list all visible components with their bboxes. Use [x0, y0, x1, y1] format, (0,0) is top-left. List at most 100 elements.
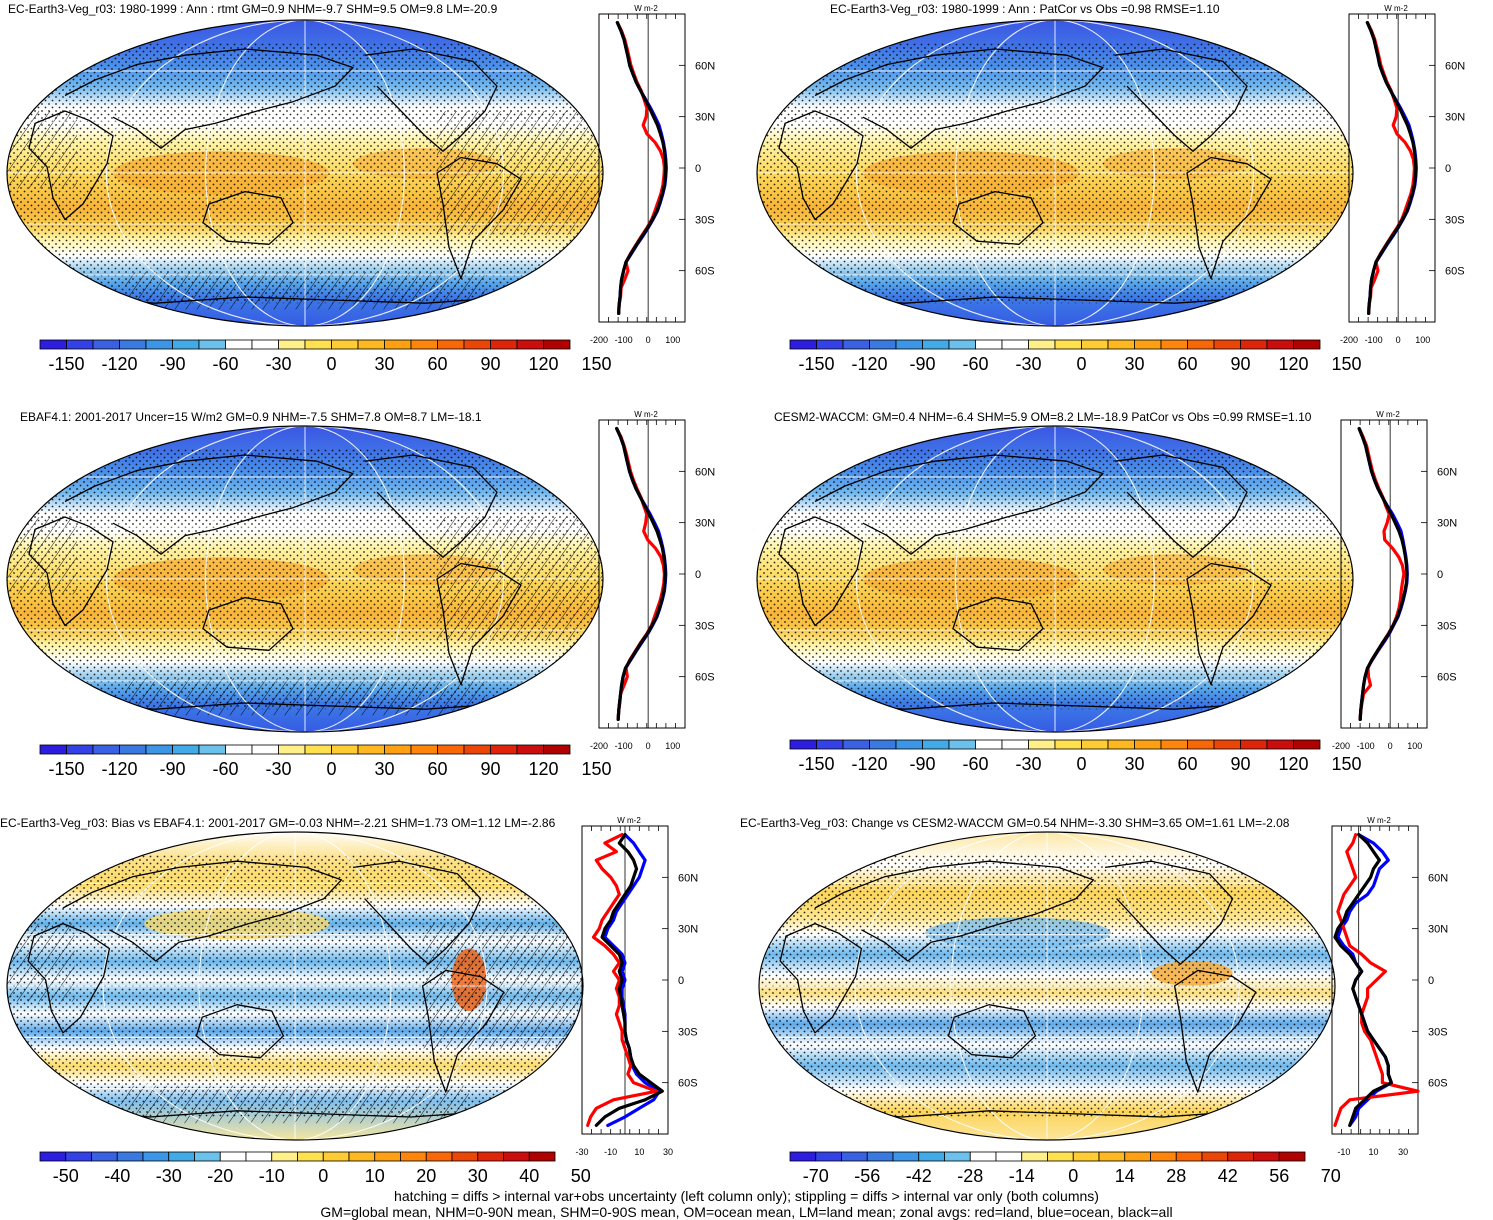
colorbar-tick-label: 120 — [1278, 754, 1308, 774]
colorbar-box — [1213, 339, 1241, 350]
colorbar-tick-label: 10 — [365, 1166, 385, 1186]
zonal-lat-tick-label: 60N — [678, 872, 698, 884]
colorbar-box — [1240, 339, 1268, 350]
zonal-lat-tick-label: 30S — [695, 620, 715, 632]
colorbar-box — [503, 1151, 530, 1162]
colorbar-box — [198, 744, 226, 755]
zonal-lat-tick-label: 0 — [1428, 975, 1434, 987]
colorbar-box — [477, 1151, 504, 1162]
panel-3-zonal-plot: W m-2 60N 30N 0 30S 60S -200 -100 0 100 — [590, 410, 715, 751]
colorbar-box — [1150, 1151, 1177, 1162]
colorbar-box — [1098, 1151, 1126, 1162]
zonal-series-all — [594, 833, 664, 1127]
zonal-lat-tick-label: 0 — [695, 163, 701, 175]
colorbar-box — [384, 339, 412, 350]
zonal-unit-label: W m-2 — [1376, 410, 1400, 419]
colorbar-box — [1107, 739, 1135, 750]
colorbar-box — [1047, 1151, 1074, 1162]
colorbar-box — [816, 739, 844, 750]
colorbar-tick-label: 60 — [427, 354, 447, 374]
panel-2-title: EC-Earth3-Veg_r03: 1980-1999 : Ann : Pat… — [830, 2, 1220, 16]
colorbar-tick-label: -60 — [212, 354, 238, 374]
footer-line-1: hatching = diffs > internal var+obs unce… — [394, 1188, 1099, 1204]
colorbar-tick-label: -120 — [101, 759, 137, 779]
colorbar-box — [543, 744, 571, 755]
colorbar-tick-label: -150 — [48, 759, 84, 779]
zonal-x-tick-label: 0 — [1388, 741, 1393, 751]
footer: hatching = diffs > internal var+obs unce… — [0, 1188, 1493, 1220]
colorbar-tick-label: -150 — [798, 754, 834, 774]
colorbar-tick-label: -14 — [1009, 1166, 1035, 1186]
map-hatching — [7, 111, 77, 189]
zonal-x-tick-label: -200 — [1340, 335, 1358, 345]
colorbar-tick-label: -90 — [159, 759, 185, 779]
colorbar-box — [1072, 1151, 1100, 1162]
colorbar-tick-label: 60 — [1177, 754, 1197, 774]
colorbar-tick-label: 30 — [374, 759, 394, 779]
zonal-lat-tick-label: 60N — [1437, 466, 1457, 478]
colorbar-box — [92, 339, 120, 350]
colorbar-tick-label: -56 — [854, 1166, 880, 1186]
zonal-x-tick-label: 100 — [665, 335, 680, 345]
colorbar-box — [410, 339, 438, 350]
zonal-x-tick-label: -100 — [1357, 741, 1375, 751]
zonal-x-tick-label: 10 — [1369, 1147, 1379, 1157]
panel-3-title: EBAF4.1: 2001-2017 Uncer=15 W/m2 GM=0.9 … — [20, 410, 482, 424]
colorbar-tick-label: -120 — [101, 354, 137, 374]
zonal-lat-tick-label: 30S — [678, 1026, 698, 1038]
colorbar-box — [116, 1151, 144, 1162]
colorbar-box — [1081, 339, 1109, 350]
panel-6-colorbar: -70 -56 -42 -28 -14 0 14 28 42 56 70 — [789, 1151, 1341, 1186]
colorbar-tick-label: -40 — [104, 1166, 130, 1186]
colorbar-box — [245, 1151, 273, 1162]
colorbar-box — [1187, 339, 1215, 350]
panel-4-zonal-plot: W m-2 60N 30N 0 30S 60S -200 -100 0 100 — [1332, 410, 1457, 751]
colorbar-box — [1175, 1151, 1203, 1162]
zonal-frame — [1340, 419, 1428, 729]
colorbar-box — [400, 1151, 427, 1162]
panel-1-map — [6, 19, 604, 327]
map-outline — [758, 831, 1336, 1141]
colorbar-box — [490, 744, 518, 755]
colorbar-box — [543, 339, 571, 350]
zonal-x-tick-label: 100 — [1415, 335, 1430, 345]
colorbar-box — [304, 744, 332, 755]
panel-2-zonal-plot: W m-2 60N 30N 0 30S 60S -200 -100 0 100 — [1340, 4, 1465, 345]
zonal-lat-tick-label: 60N — [1428, 872, 1448, 884]
colorbar-box — [331, 339, 359, 350]
colorbar-boxes — [39, 339, 571, 350]
colorbar-box — [842, 339, 870, 350]
zonal-x-tick-label: 30 — [663, 1147, 673, 1157]
colorbar-box — [331, 744, 359, 755]
map-graticule — [757, 20, 1353, 326]
colorbar-box — [119, 339, 147, 350]
colorbar-box — [1278, 1151, 1306, 1162]
zonal-lat-tick-label: 0 — [1437, 569, 1443, 581]
panel-4-map — [756, 425, 1354, 733]
colorbar-box — [39, 1151, 67, 1162]
colorbar-box — [322, 1151, 350, 1162]
colorbar-box — [948, 339, 976, 350]
panel-3-colorbar: -150 -120 -90 -60 -30 0 30 60 90 120 150 — [39, 744, 612, 779]
colorbar-box — [922, 739, 950, 750]
colorbar-tick-label: 120 — [1278, 354, 1308, 374]
colorbar-box — [1001, 339, 1029, 350]
zonal-lat-tick-label: 60N — [1445, 60, 1465, 72]
colorbar-box — [194, 1151, 221, 1162]
colorbar-box — [142, 1151, 170, 1162]
zonal-lat-tick-label: 60S — [1428, 1078, 1448, 1090]
colorbar-tick-label: 90 — [1230, 354, 1250, 374]
colorbar-tick-label: -42 — [906, 1166, 932, 1186]
map-graticule — [7, 832, 583, 1140]
colorbar-box — [1213, 739, 1241, 750]
zonal-lat-tick-label: 30S — [1445, 214, 1465, 226]
colorbar-box — [172, 339, 200, 350]
colorbar-box — [172, 744, 200, 755]
colorbar-tick-label: -30 — [156, 1166, 182, 1186]
zonal-lat-tick-label: 60N — [695, 466, 715, 478]
zonal-series-all — [1357, 427, 1409, 721]
zonal-x-tick-label: 0 — [646, 741, 651, 751]
colorbar-box — [65, 1151, 92, 1162]
colorbar-tick-label: 150 — [1331, 754, 1361, 774]
zonal-lat-tick-label: 0 — [695, 569, 701, 581]
